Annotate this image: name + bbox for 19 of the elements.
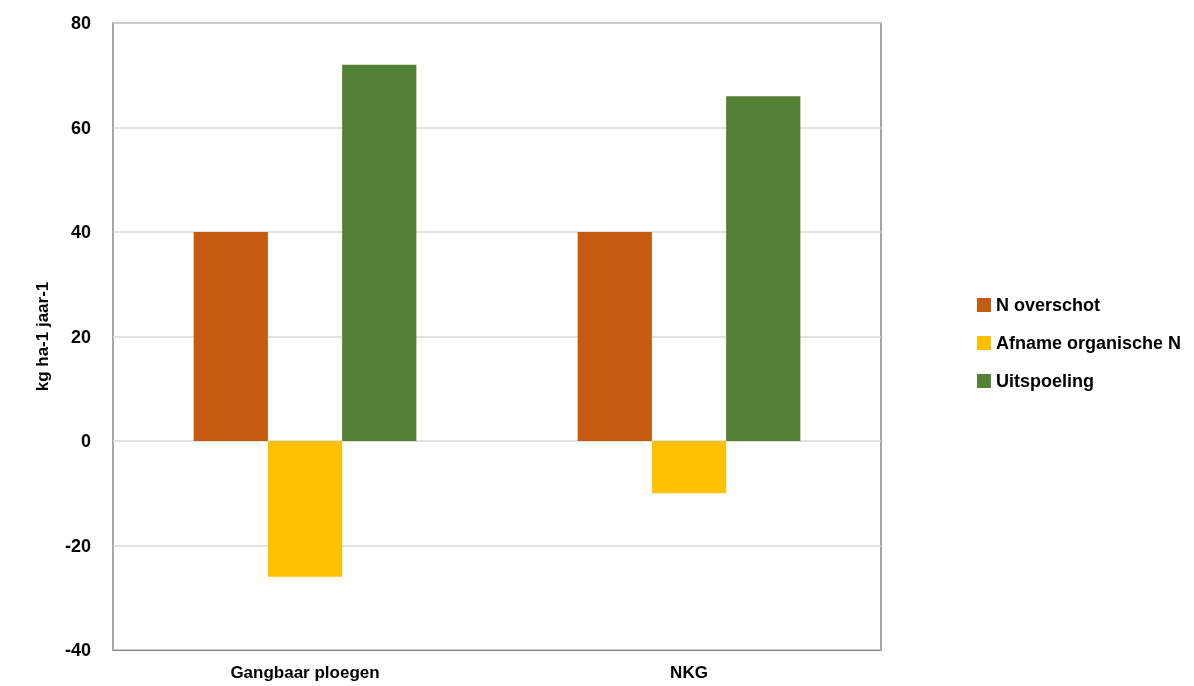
- legend-label: Afname organische N: [995, 333, 1181, 353]
- y-tick-label: -40: [64, 640, 91, 660]
- y-tick-label: 40: [70, 222, 91, 242]
- y-tick-label: 0: [80, 431, 91, 451]
- x-tick-label: Gangbaar ploegen: [230, 663, 380, 682]
- bar: [577, 232, 652, 441]
- y-tick-label: 60: [70, 117, 91, 138]
- y-tick-label: 20: [70, 326, 91, 347]
- bar: [726, 96, 801, 441]
- y-axis-title: kg ha-1 jaar-1: [33, 281, 52, 392]
- y-tick-label: 80: [70, 13, 91, 33]
- bar: [193, 232, 268, 441]
- y-tick-label: -20: [64, 535, 91, 556]
- x-tick-label: NKG: [670, 663, 708, 682]
- bar: [651, 441, 727, 494]
- legend-label: N overschot: [995, 295, 1100, 315]
- bar: [342, 64, 417, 441]
- bar: [267, 441, 343, 577]
- legend-label: Uitspoeling: [995, 371, 1094, 391]
